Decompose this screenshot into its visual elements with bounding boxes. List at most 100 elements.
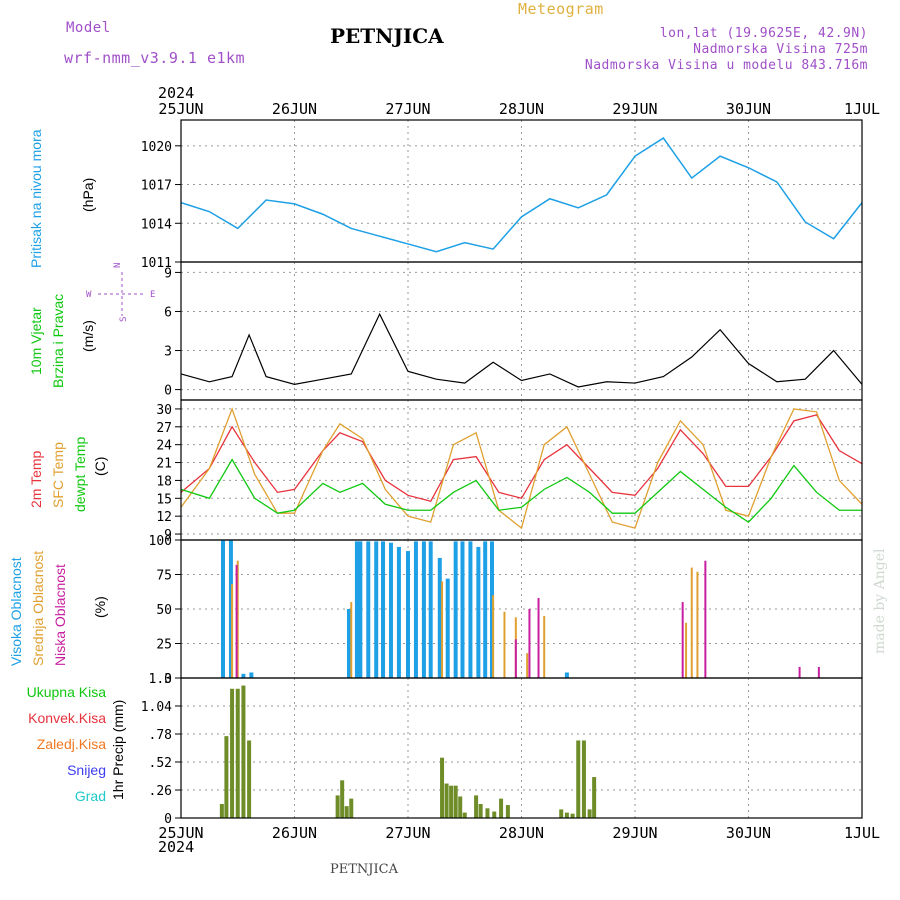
- y-tick-label: 3: [164, 345, 172, 360]
- precip-total-bar: [587, 809, 592, 818]
- cloud-high-bar: [483, 541, 488, 678]
- precip-total-bar: [499, 798, 504, 818]
- cloud-high-bar: [381, 541, 386, 678]
- compass-e: E: [150, 290, 155, 300]
- cloud-high-bar: [476, 546, 481, 678]
- precip-total-bar: [458, 796, 463, 818]
- cloud-high-bar: [374, 541, 379, 678]
- cloud-low-bar: [537, 597, 540, 678]
- x-label-bottom: 28JUN: [499, 824, 544, 842]
- year-bottom: 2024: [158, 838, 195, 856]
- cloud-high-bar: [396, 546, 401, 678]
- x-label-bottom: 25JUN: [158, 824, 203, 842]
- legend-freezing-rain: Zaledj.Kisa: [36, 736, 106, 752]
- x-label-top: 25JUN: [158, 100, 203, 118]
- y-tick-label: 25: [156, 638, 172, 653]
- y-tick-label: 50: [156, 603, 172, 618]
- precip-total-bar: [241, 685, 246, 818]
- temp-2m-line: [180, 414, 863, 503]
- cloud-high-bar: [241, 673, 246, 678]
- cloud-high-bar: [421, 541, 426, 678]
- y-tick-label: 75: [156, 569, 172, 584]
- precip-total-bar: [444, 783, 449, 818]
- y-tick-label: 12: [156, 510, 172, 525]
- wind-speed-line: [180, 312, 863, 388]
- x-label-top: 26JUN: [272, 100, 317, 118]
- precip-total-bar: [247, 740, 252, 818]
- y-tick-label: 1020: [141, 140, 172, 155]
- legend-total-rain: Ukupna Kisa: [26, 684, 106, 700]
- cloud-mid-bar: [690, 567, 693, 678]
- cloud-mid-bar: [526, 653, 529, 678]
- precip-total-bar: [230, 688, 235, 818]
- precip-total-bar: [478, 804, 483, 818]
- compass-n: N: [113, 263, 123, 268]
- cloud-low-bar: [681, 602, 684, 678]
- x-label-top: 30JUN: [726, 100, 771, 118]
- cloud-mid-bar: [492, 595, 495, 678]
- compass-w: W: [86, 290, 92, 300]
- precip-total-bar: [440, 757, 445, 818]
- cloud-low-bar: [514, 639, 517, 678]
- cloud-high-bar: [428, 541, 433, 678]
- cloud-mid-bar: [685, 622, 688, 678]
- cloud-high-bar: [358, 541, 363, 678]
- temp-dewpt-line: [180, 458, 862, 523]
- x-label-bottom: 26JUN: [272, 824, 317, 842]
- cloud-high-bar: [460, 541, 465, 678]
- y-tick-label: 18: [156, 474, 172, 489]
- precip-total-bar: [235, 688, 240, 818]
- model-label: Model: [66, 20, 111, 36]
- panel-frame: [180, 261, 863, 401]
- y-tick-label: .26: [149, 784, 172, 799]
- precip-total-bar: [349, 798, 354, 818]
- cloud-high-bar: [437, 557, 442, 678]
- y-tick-label: 0: [164, 384, 172, 399]
- y-tick-label: .52: [149, 756, 172, 771]
- cloud-high-bar: [468, 541, 473, 678]
- precip-total-bar: [559, 809, 564, 818]
- precip-total-bar: [581, 740, 586, 818]
- y-tick-label: 6: [164, 305, 172, 320]
- precip-total-bar: [564, 812, 569, 818]
- legend-snow: Snijeg: [67, 762, 106, 778]
- cloud-low-bar: [704, 560, 707, 678]
- cloud-mid-bar: [503, 611, 506, 678]
- precip-total-bar: [474, 795, 479, 818]
- precip-legend: Ukupna Kisa Konvek.Kisa Zaledj.Kisa Snij…: [0, 684, 106, 814]
- cloud-high-bar: [413, 541, 418, 678]
- y-tick-label: 0: [164, 812, 172, 827]
- cloud-low-bar: [817, 666, 820, 678]
- cloud-low-bar: [235, 564, 238, 678]
- precip-total-bar: [570, 813, 575, 818]
- cloud-mid-bar: [441, 581, 444, 678]
- cloud-mid-bar: [350, 602, 353, 678]
- y-tick-label: 1.3: [149, 672, 172, 687]
- compass-s: S: [119, 317, 129, 322]
- elevation-readout: Nadmorska Visina 725m: [693, 42, 868, 57]
- y-tick-label: 27: [156, 421, 172, 436]
- y-tick-label: 9: [164, 266, 172, 281]
- cloud-high-bar: [366, 541, 371, 678]
- y-tick-label: 24: [156, 439, 172, 454]
- precip-total-bar: [485, 808, 490, 818]
- cloud-high-bar: [453, 541, 458, 678]
- y-tick-label: .78: [149, 728, 172, 743]
- model-elevation-readout: Nadmorska Visina u modelu 843.716m: [584, 58, 868, 73]
- year-top: 2024: [158, 84, 195, 102]
- wind-compass: N S W E: [86, 263, 155, 322]
- cloud-high-bar: [249, 672, 254, 678]
- x-label-top: 28JUN: [499, 100, 544, 118]
- precip-total-bar: [335, 795, 340, 818]
- cloud-low-bar: [528, 609, 531, 678]
- footer-station: PETNJICA: [330, 862, 398, 877]
- x-label-top: 29JUN: [612, 100, 657, 118]
- x-label-bottom: 1JUL: [844, 824, 880, 842]
- temp-sfc-line: [180, 407, 863, 530]
- cloud-mid-bar: [231, 584, 234, 678]
- legend-convective-rain: Konvek.Kisa: [28, 710, 106, 726]
- model-name: wrf-nmm_v3.9.1 e1km: [64, 49, 246, 67]
- precip-total-bar: [219, 804, 224, 818]
- precip-total-bar: [462, 812, 467, 818]
- precip-total-bar: [576, 740, 581, 818]
